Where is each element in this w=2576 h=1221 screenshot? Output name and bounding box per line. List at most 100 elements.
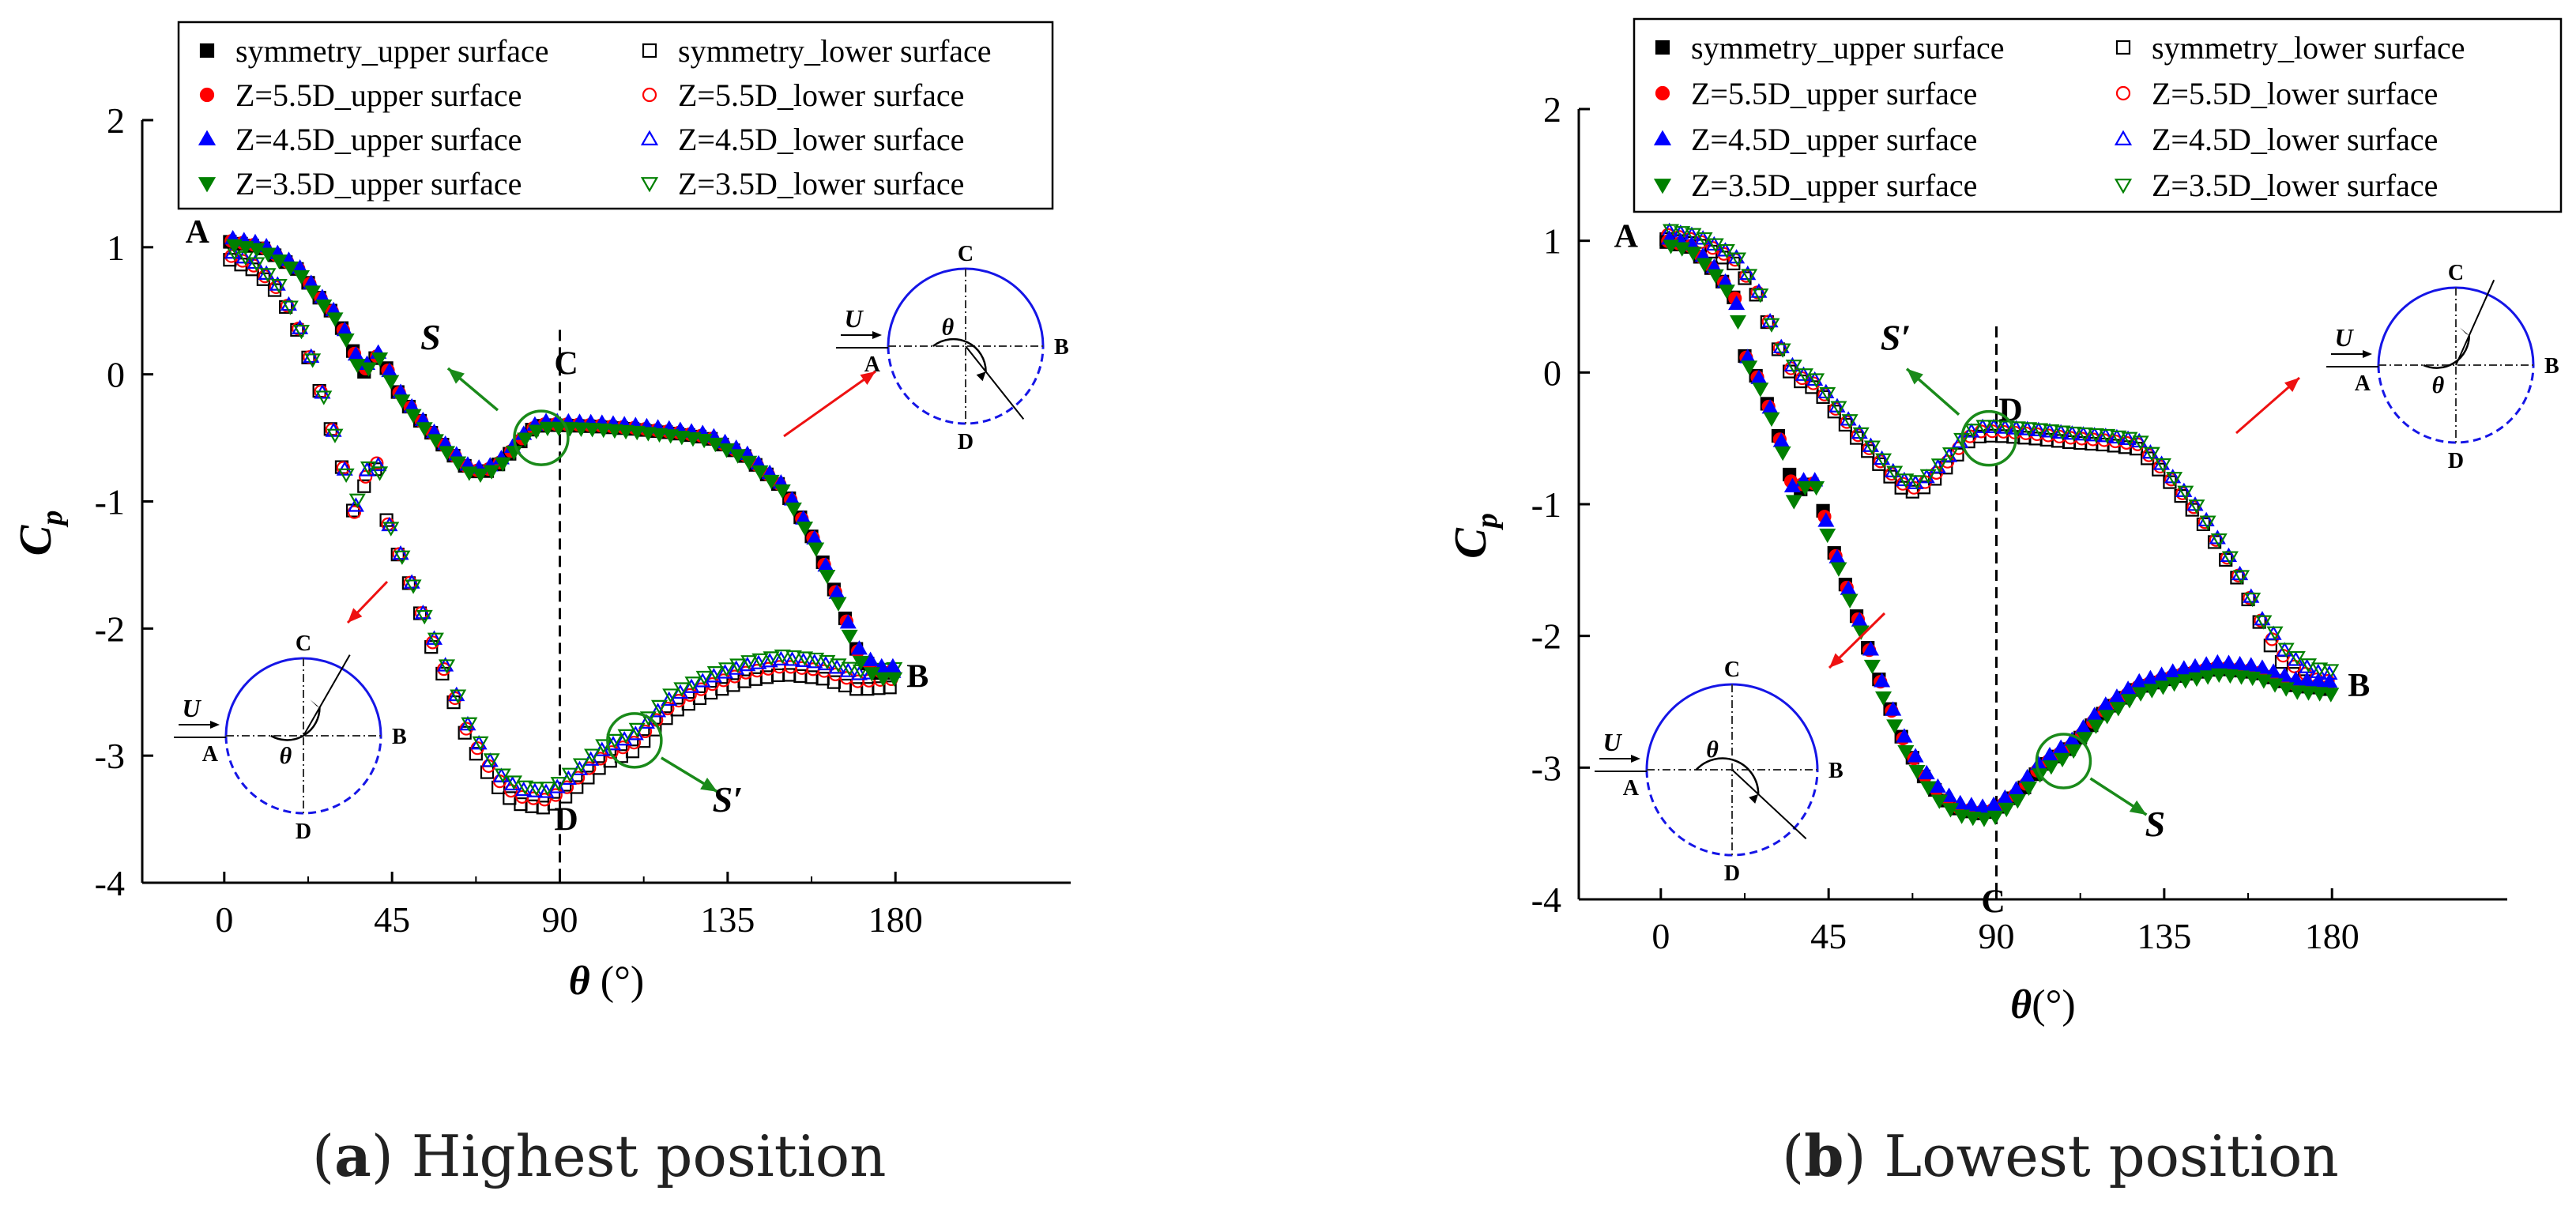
data-point [281, 261, 299, 277]
data-point [2244, 592, 2262, 608]
separation-circle-s [2035, 733, 2092, 790]
data-point [684, 676, 702, 692]
data-point [628, 425, 646, 441]
separation-label-s_prime: S′ [1881, 318, 1911, 358]
data-point [336, 461, 350, 475]
legend-label: Z=3.5D_upper surface [235, 166, 522, 202]
data-point [2166, 472, 2183, 487]
x-tick-label: 180 [868, 899, 923, 940]
legend-label: Z=3.5D_lower surface [2152, 168, 2438, 203]
y-tick-label: -3 [95, 736, 125, 776]
data-point [226, 239, 243, 254]
angle-arc [1695, 757, 1760, 794]
angle-label: θ [280, 743, 292, 769]
data-point [662, 429, 680, 444]
data-point [2087, 719, 2105, 734]
data-point [606, 733, 623, 749]
y-tick-label: 0 [107, 355, 125, 395]
inset-diagram: U C B D Aθ [783, 242, 1069, 454]
y-tick-label: -1 [95, 482, 125, 522]
data-point [2209, 654, 2226, 669]
point-label-b: B [906, 659, 928, 695]
data-point [2199, 670, 2216, 685]
legend-label: Z=3.5D_upper surface [1691, 168, 1977, 203]
data-point [2132, 435, 2149, 450]
x-axis-title-unit: (°) [2032, 982, 2075, 1027]
data-point [472, 468, 489, 484]
data-point [2220, 654, 2238, 669]
legend-marker [642, 87, 657, 103]
x-tick-label: 90 [1979, 916, 2015, 956]
data-point [459, 715, 476, 731]
data-point [2210, 533, 2228, 548]
data-point [2076, 427, 2093, 443]
data-point [717, 443, 735, 458]
data-point [2099, 428, 2116, 444]
inset-pointer-arrowhead [2284, 378, 2299, 392]
angle-arrowhead [976, 371, 986, 382]
x-tick-label: 135 [2137, 916, 2191, 956]
data-point [2043, 760, 2060, 775]
data-point [2221, 669, 2239, 684]
data-point [2265, 663, 2282, 678]
legend-marker [640, 130, 659, 145]
data-point [461, 717, 478, 732]
data-point [2076, 732, 2093, 747]
data-point [729, 658, 747, 673]
x-axis-title: θ(°) [2010, 982, 2075, 1027]
data-point [1663, 239, 1680, 254]
angle-arc [932, 337, 987, 372]
flow-arrowhead [1631, 755, 1640, 763]
data-point [481, 752, 499, 767]
data-point [394, 550, 411, 565]
data-point [1763, 318, 1780, 333]
inset-diagram: U C B D Aθ [1595, 612, 1886, 886]
data-point [1772, 432, 1790, 447]
data-point [2121, 694, 2138, 709]
data-point [1953, 809, 1971, 824]
legend-label: Z=5.5D_lower surface [2152, 76, 2438, 111]
data-point [2054, 752, 2071, 768]
data-point [1729, 315, 1747, 330]
legend-label: Z=5.5D_lower surface [678, 77, 964, 113]
data-point [570, 780, 584, 794]
point-label-d: D [554, 802, 578, 838]
data-point [706, 666, 724, 681]
inset-pointer-arrowhead [348, 608, 363, 623]
series-z-4-5d-upper-surface [1661, 230, 2338, 813]
legend-label: symmetry_upper surface [235, 33, 549, 69]
x-tick-label: 0 [215, 899, 233, 940]
data-point [505, 775, 522, 790]
data-point [1998, 420, 2015, 435]
data-point [1830, 562, 1847, 577]
angle-arrowhead [1749, 793, 1759, 804]
data-point [604, 745, 619, 759]
data-point [537, 793, 552, 807]
data-point [1918, 764, 1935, 780]
data-point [616, 741, 630, 755]
data-point [841, 661, 858, 676]
data-point [270, 279, 288, 294]
data-point [2221, 551, 2239, 566]
legend-label: Z=4.5D_upper surface [1691, 122, 1977, 157]
data-point [2143, 684, 2160, 699]
data-point [2254, 659, 2271, 674]
data-point [1985, 418, 2002, 433]
flow-arrowhead [2363, 350, 2372, 358]
data-point [2119, 430, 2137, 445]
data-point [405, 579, 422, 594]
data-point [2287, 659, 2302, 673]
data-point [852, 655, 869, 671]
data-point [2143, 447, 2160, 462]
data-point [883, 680, 897, 695]
data-point [494, 768, 511, 783]
data-point [1987, 420, 2004, 435]
data-point [483, 465, 500, 480]
data-point [371, 352, 389, 367]
angle-ray [965, 345, 1025, 420]
data-point [561, 767, 578, 782]
legend-label: Z=4.5D_lower surface [678, 122, 964, 157]
inset-label-a: A [864, 352, 881, 377]
data-point [2287, 670, 2304, 686]
